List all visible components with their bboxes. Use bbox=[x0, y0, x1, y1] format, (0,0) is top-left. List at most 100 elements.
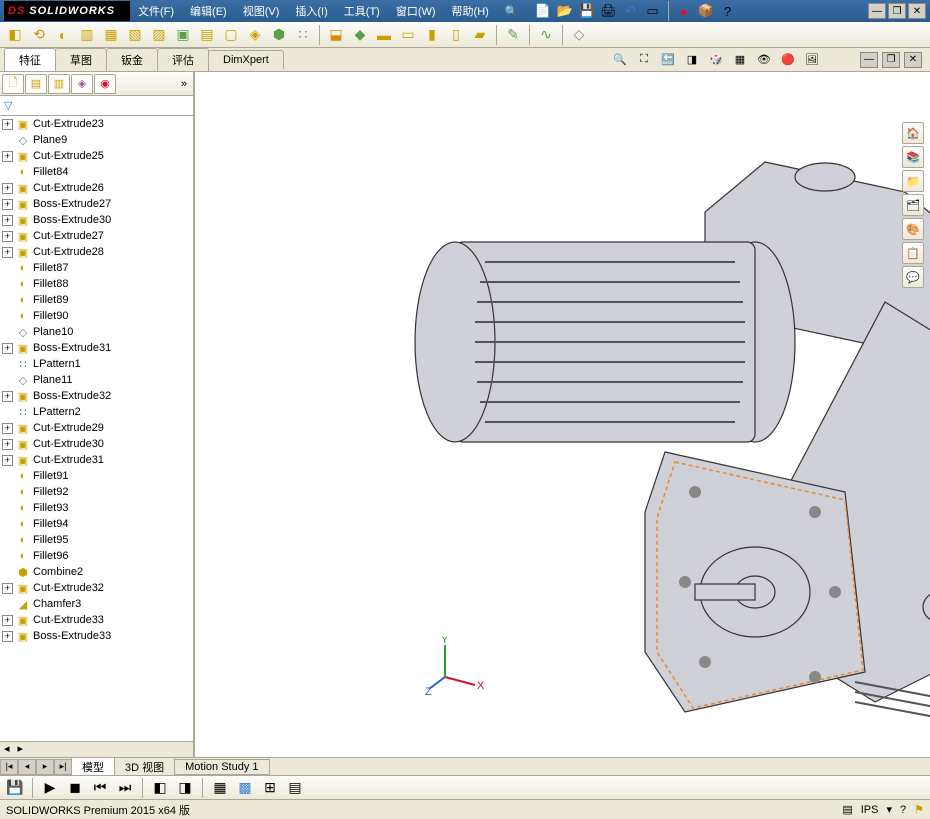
undo-button[interactable]: ↶ bbox=[621, 1, 641, 21]
doc-minimize-button[interactable]: — bbox=[860, 52, 878, 68]
tree-item[interactable]: ◐Fillet95 bbox=[0, 532, 193, 548]
help-icon[interactable]: ? bbox=[718, 1, 738, 21]
tree-item[interactable]: ∷LPattern1 bbox=[0, 356, 193, 372]
menu-view[interactable]: 视图(V) bbox=[235, 0, 288, 22]
tool-icon[interactable]: ▩ bbox=[234, 777, 256, 799]
tab-motion[interactable]: Motion Study 1 bbox=[174, 759, 269, 775]
select-button[interactable]: ▭ bbox=[643, 1, 663, 21]
expand-icon[interactable]: + bbox=[2, 615, 13, 626]
tool-icon[interactable]: ▰ bbox=[469, 24, 491, 46]
tool-icon[interactable]: ◼ bbox=[64, 777, 86, 799]
appearance-icon[interactable]: 🔴 bbox=[778, 50, 798, 70]
tool-icon[interactable]: ▦ bbox=[209, 777, 231, 799]
tree-item[interactable]: ◐Fillet91 bbox=[0, 468, 193, 484]
tree-item[interactable]: +▣Boss-Extrude32 bbox=[0, 388, 193, 404]
tree-item[interactable]: ◐Fillet93 bbox=[0, 500, 193, 516]
tree-item[interactable]: ◐Fillet92 bbox=[0, 484, 193, 500]
tool-icon[interactable]: ▤ bbox=[196, 24, 218, 46]
tool-icon[interactable]: ∷ bbox=[292, 24, 314, 46]
file-explorer-icon[interactable]: 📁 bbox=[902, 170, 924, 192]
tree-item[interactable]: ◐Fillet90 bbox=[0, 308, 193, 324]
print-button[interactable]: 🖨 bbox=[599, 1, 619, 21]
design-library-icon[interactable]: 📚 bbox=[902, 146, 924, 168]
tool-icon[interactable]: ⬢ bbox=[268, 24, 290, 46]
expand-icon[interactable]: + bbox=[2, 631, 13, 642]
expand-icon[interactable]: + bbox=[2, 119, 13, 130]
tool-icon[interactable]: ▭ bbox=[397, 24, 419, 46]
expand-icon[interactable]: + bbox=[2, 199, 13, 210]
tool-icon[interactable]: ⬓ bbox=[325, 24, 347, 46]
last-tab-button[interactable]: ▸| bbox=[54, 759, 72, 775]
hide-show-icon[interactable]: 👁 bbox=[754, 50, 774, 70]
tree-item[interactable]: ◐Fillet89 bbox=[0, 292, 193, 308]
tool-icon[interactable]: ◨ bbox=[174, 777, 196, 799]
property-manager-tab[interactable]: ▤ bbox=[25, 74, 47, 94]
tree-item[interactable]: +▣Cut-Extrude30 bbox=[0, 436, 193, 452]
tree-item[interactable]: +▣Cut-Extrude32 bbox=[0, 580, 193, 596]
tool-icon[interactable]: ◐ bbox=[52, 24, 74, 46]
tool-icon[interactable]: ◈ bbox=[244, 24, 266, 46]
tab-sketch[interactable]: 草图 bbox=[55, 48, 107, 71]
tree-item[interactable]: ◐Fillet84 bbox=[0, 164, 193, 180]
tool-icon[interactable]: ⏭ bbox=[114, 777, 136, 799]
next-tab-button[interactable]: ▸ bbox=[36, 759, 54, 775]
tool-icon[interactable]: ◇ bbox=[568, 24, 590, 46]
scene-icon[interactable]: 🖼 bbox=[802, 50, 822, 70]
tool-icon[interactable]: ▢ bbox=[220, 24, 242, 46]
view-orientation-icon[interactable]: 🎲 bbox=[706, 50, 726, 70]
graphics-viewport[interactable]: X Y Z 🏠 📚 📁 🗂 🎨 📋 💬 bbox=[195, 72, 930, 757]
options-button[interactable]: 📦 bbox=[696, 1, 716, 21]
expand-icon[interactable]: + bbox=[2, 343, 13, 354]
tool-icon[interactable]: ⏮ bbox=[89, 777, 111, 799]
menu-file[interactable]: 文件(F) bbox=[130, 0, 182, 22]
prev-view-icon[interactable]: 🔙 bbox=[658, 50, 678, 70]
tree-item[interactable]: ◢Chamfer3 bbox=[0, 596, 193, 612]
tree-item[interactable]: +▣Cut-Extrude28 bbox=[0, 244, 193, 260]
tool-icon[interactable]: ◧ bbox=[149, 777, 171, 799]
forum-icon[interactable]: 💬 bbox=[902, 266, 924, 288]
tree-item[interactable]: ∷LPattern2 bbox=[0, 404, 193, 420]
tree-item[interactable]: ◐Fillet96 bbox=[0, 548, 193, 564]
tree-item[interactable]: ◐Fillet87 bbox=[0, 260, 193, 276]
tool-icon[interactable]: ⟲ bbox=[28, 24, 50, 46]
tree-item[interactable]: +▣Cut-Extrude26 bbox=[0, 180, 193, 196]
tree-item[interactable]: +▣Cut-Extrude33 bbox=[0, 612, 193, 628]
menu-help[interactable]: 帮助(H) bbox=[444, 0, 497, 22]
dimxpert-tab[interactable]: ◈ bbox=[71, 74, 93, 94]
minimize-button[interactable]: — bbox=[868, 3, 886, 19]
tree-hscrollbar[interactable]: ◂▸ bbox=[0, 741, 193, 757]
view-palette-icon[interactable]: 🗂 bbox=[902, 194, 924, 216]
menu-edit[interactable]: 编辑(E) bbox=[182, 0, 235, 22]
status-flag-icon[interactable]: ⚑ bbox=[914, 803, 924, 816]
tab-sheetmetal[interactable]: 钣金 bbox=[106, 48, 158, 71]
save-button[interactable]: 💾 bbox=[577, 1, 597, 21]
tool-icon[interactable]: ▥ bbox=[76, 24, 98, 46]
tool-icon[interactable]: ▬ bbox=[373, 24, 395, 46]
tree-item[interactable]: ◇Plane11 bbox=[0, 372, 193, 388]
tree-item[interactable]: ◇Plane10 bbox=[0, 324, 193, 340]
tree-item[interactable]: ◐Fillet88 bbox=[0, 276, 193, 292]
tool-icon[interactable]: ∿ bbox=[535, 24, 557, 46]
expand-icon[interactable]: + bbox=[2, 583, 13, 594]
new-button[interactable]: 📄 bbox=[533, 1, 553, 21]
maximize-button[interactable]: ❐ bbox=[888, 3, 906, 19]
menu-window[interactable]: 窗口(W) bbox=[388, 0, 444, 22]
tree-item[interactable]: +▣Cut-Extrude29 bbox=[0, 420, 193, 436]
tool-icon[interactable]: ▤ bbox=[284, 777, 306, 799]
tool-icon[interactable]: ▯ bbox=[445, 24, 467, 46]
expand-icon[interactable]: + bbox=[2, 439, 13, 450]
tree-item[interactable]: +▣Cut-Extrude31 bbox=[0, 452, 193, 468]
prev-tab-button[interactable]: ◂ bbox=[18, 759, 36, 775]
tree-item[interactable]: +▣Boss-Extrude30 bbox=[0, 212, 193, 228]
tool-icon[interactable]: ▮ bbox=[421, 24, 443, 46]
display-style-icon[interactable]: ▦ bbox=[730, 50, 750, 70]
tab-3dview[interactable]: 3D 视图 bbox=[114, 757, 175, 777]
custom-props-icon[interactable]: 📋 bbox=[902, 242, 924, 264]
feature-tree[interactable]: +▣Cut-Extrude23◇Plane9+▣Cut-Extrude25◐Fi… bbox=[0, 116, 193, 741]
menu-tools[interactable]: 工具(T) bbox=[336, 0, 388, 22]
configuration-tab[interactable]: ▥ bbox=[48, 74, 70, 94]
tree-item[interactable]: +▣Cut-Extrude23 bbox=[0, 116, 193, 132]
tree-item[interactable]: ◐Fillet94 bbox=[0, 516, 193, 532]
tool-icon[interactable]: ◧ bbox=[4, 24, 26, 46]
zoom-area-icon[interactable]: ⛶ bbox=[634, 50, 654, 70]
